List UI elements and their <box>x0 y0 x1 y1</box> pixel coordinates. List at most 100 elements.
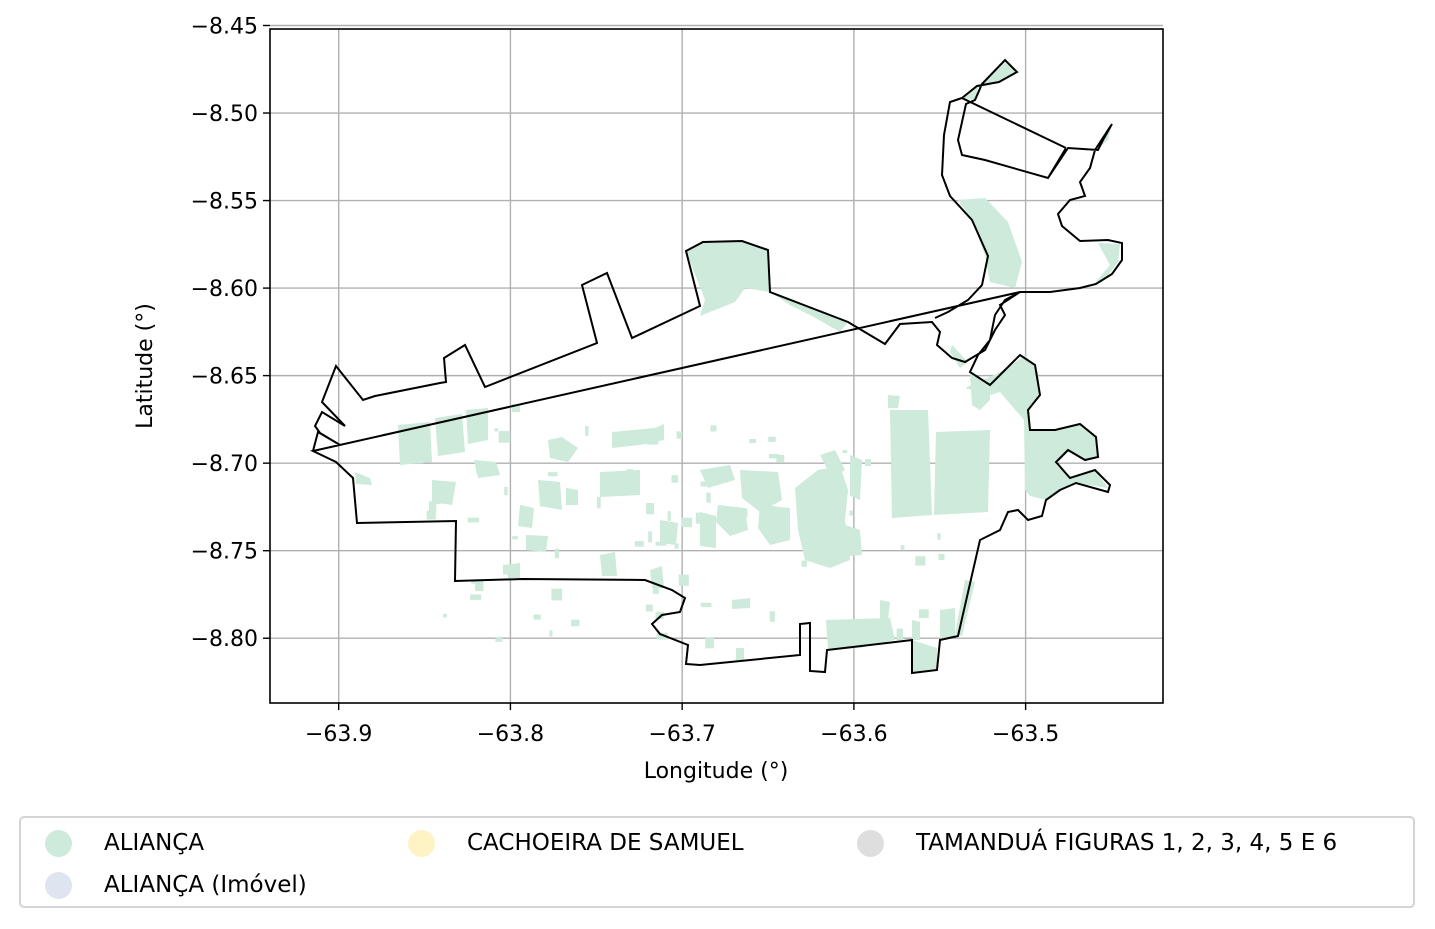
aliança-fill-speck <box>656 632 668 640</box>
aliança-fill-patch <box>845 525 862 556</box>
aliança-fill-speck <box>470 594 482 600</box>
aliança-fill-speck <box>551 588 563 601</box>
aliança-fill-speck <box>769 453 779 459</box>
plot-frame <box>269 28 1164 704</box>
aliança-fill-speck <box>842 450 848 454</box>
aliança-fill-speck <box>626 469 634 473</box>
aliança-fill-speck <box>443 613 447 618</box>
aliança-fill-speck <box>498 431 511 443</box>
aliança-fill-speck <box>646 503 654 515</box>
aliança-fill-patch <box>736 648 744 660</box>
y-tick-label: −8.65 <box>191 365 258 390</box>
aliança-fill-patch <box>740 470 782 512</box>
aliança-fill-patch <box>890 410 932 518</box>
aliança-fill-patch <box>820 450 845 478</box>
aliança-fill-speck <box>512 536 518 540</box>
aliança-fill-patch <box>474 460 500 478</box>
aliança-fill-speck <box>503 564 509 575</box>
aliança-fill-patch <box>566 488 578 505</box>
aliança-fill-speck <box>938 554 945 560</box>
legend-item-tamandua: TAMANDUÁ FIGURAS 1, 2, 3, 4, 5 E 6 <box>857 828 1337 858</box>
aliança-fill-speck <box>900 545 905 550</box>
aliança-fill-patch <box>686 241 770 316</box>
aliança-fill-patch <box>660 520 678 545</box>
aliança-fill-patch <box>1094 243 1120 284</box>
aliança-fill-speck <box>495 636 503 642</box>
aliança-fill-patch <box>700 512 716 548</box>
aliança-fill-patch <box>538 480 562 510</box>
aliança-fill-speck <box>652 582 659 594</box>
aliança-fill-speck <box>646 436 659 445</box>
aliança-fill-speck <box>571 619 580 627</box>
aliança-fill-patch <box>850 455 862 500</box>
aliança-fill-speck <box>475 579 484 591</box>
x-tick-label: −63.5 <box>992 722 1059 747</box>
aliança-fill-speck <box>730 510 736 521</box>
legend-label: CACHOEIRA DE SAMUEL <box>467 830 744 856</box>
aliança-fill-patch <box>732 598 750 609</box>
aliança-fill-speck <box>864 459 871 466</box>
aliança-fill-speck <box>648 531 652 543</box>
legend-label: ALIANÇA (Imóvel) <box>104 872 307 898</box>
aliança-fill-patch <box>600 552 617 576</box>
y-tick-label: −8.45 <box>191 14 258 39</box>
legend-label: ALIANÇA <box>104 830 205 856</box>
aliança-fill-speck <box>676 431 683 439</box>
legend-item-cachoeira-de-samuel: CACHOEIRA DE SAMUEL <box>408 828 744 858</box>
y-axis-title: Latitude (°) <box>133 303 158 429</box>
legend-item-aliança: ALIANÇA <box>45 828 204 858</box>
aliança-fill-patch <box>880 600 890 620</box>
aliança-fill-speck <box>634 541 644 547</box>
aliança-fill-speck <box>700 602 712 608</box>
y-tick-label: −8.70 <box>191 452 258 477</box>
aliança-fill-speck <box>695 512 700 524</box>
aliança-fill-speck <box>681 517 693 528</box>
aliança-fill-patch <box>958 198 1022 288</box>
x-axis-title: Longitude (°) <box>644 759 789 784</box>
aliança-fill-speck <box>655 611 664 620</box>
municipality-boundary <box>309 58 1123 675</box>
aliança-fill-speck <box>849 510 854 516</box>
aliança-fill-speck <box>801 560 807 567</box>
aliança-fill-speck <box>585 426 589 436</box>
aliança-fill-speck <box>737 508 748 518</box>
x-tick-label: −63.7 <box>648 722 715 747</box>
aliança-fill-speck <box>706 492 711 503</box>
legend-item-aliança-imovel: ALIANÇA (Imóvel) <box>45 870 307 900</box>
legend-label: TAMANDUÁ FIGURAS 1, 2, 3, 4, 5 E 6 <box>916 830 1338 856</box>
aliança-fill-patch <box>826 618 895 650</box>
aliança-fill-speck <box>671 475 679 483</box>
aliança-fill-speck <box>768 436 776 442</box>
aliança-fill-patch <box>505 563 520 578</box>
aliança-fill-patch <box>526 535 548 552</box>
aliança-fill-speck <box>504 486 508 496</box>
aliança-fill-patch <box>398 422 432 465</box>
aliança-fill-speck <box>710 425 717 432</box>
aliança-fill-speck <box>749 439 756 443</box>
aliança-fill-speck <box>937 533 941 540</box>
y-tick-label: −8.80 <box>191 627 258 652</box>
aliança-fill-speck <box>765 506 776 517</box>
aliança-fill-speck <box>520 506 530 517</box>
aliança-fill-speck <box>597 497 601 509</box>
aliança-fill-patch <box>770 292 848 332</box>
legend-marker <box>408 829 435 857</box>
aliança-fill-speck <box>896 628 903 641</box>
aliança-fill-speck <box>435 498 441 504</box>
legend-marker <box>45 871 72 899</box>
aliança-fill-speck <box>533 614 541 620</box>
aliança-fill-patch <box>888 395 900 408</box>
y-tick-label: −8.50 <box>191 102 258 127</box>
aliança-fill-speck <box>467 517 480 523</box>
aliança-fill-speck <box>919 609 929 619</box>
aliança-fill-speck <box>554 548 559 559</box>
aliança-fill-speck <box>678 574 689 586</box>
y-axis-ticks: −8.45 −8.50 −8.55 −8.60 −8.65 −8.70 −8.75 −8.80 <box>191 14 270 652</box>
aliança-fill-patch <box>795 466 850 568</box>
aliança-fill-speck <box>934 491 942 499</box>
aliança-fill-speck <box>776 454 785 463</box>
aliança-fill-speck <box>494 428 499 432</box>
aliança-fill-patch <box>600 470 640 497</box>
aliança-fill-speck <box>674 543 679 549</box>
